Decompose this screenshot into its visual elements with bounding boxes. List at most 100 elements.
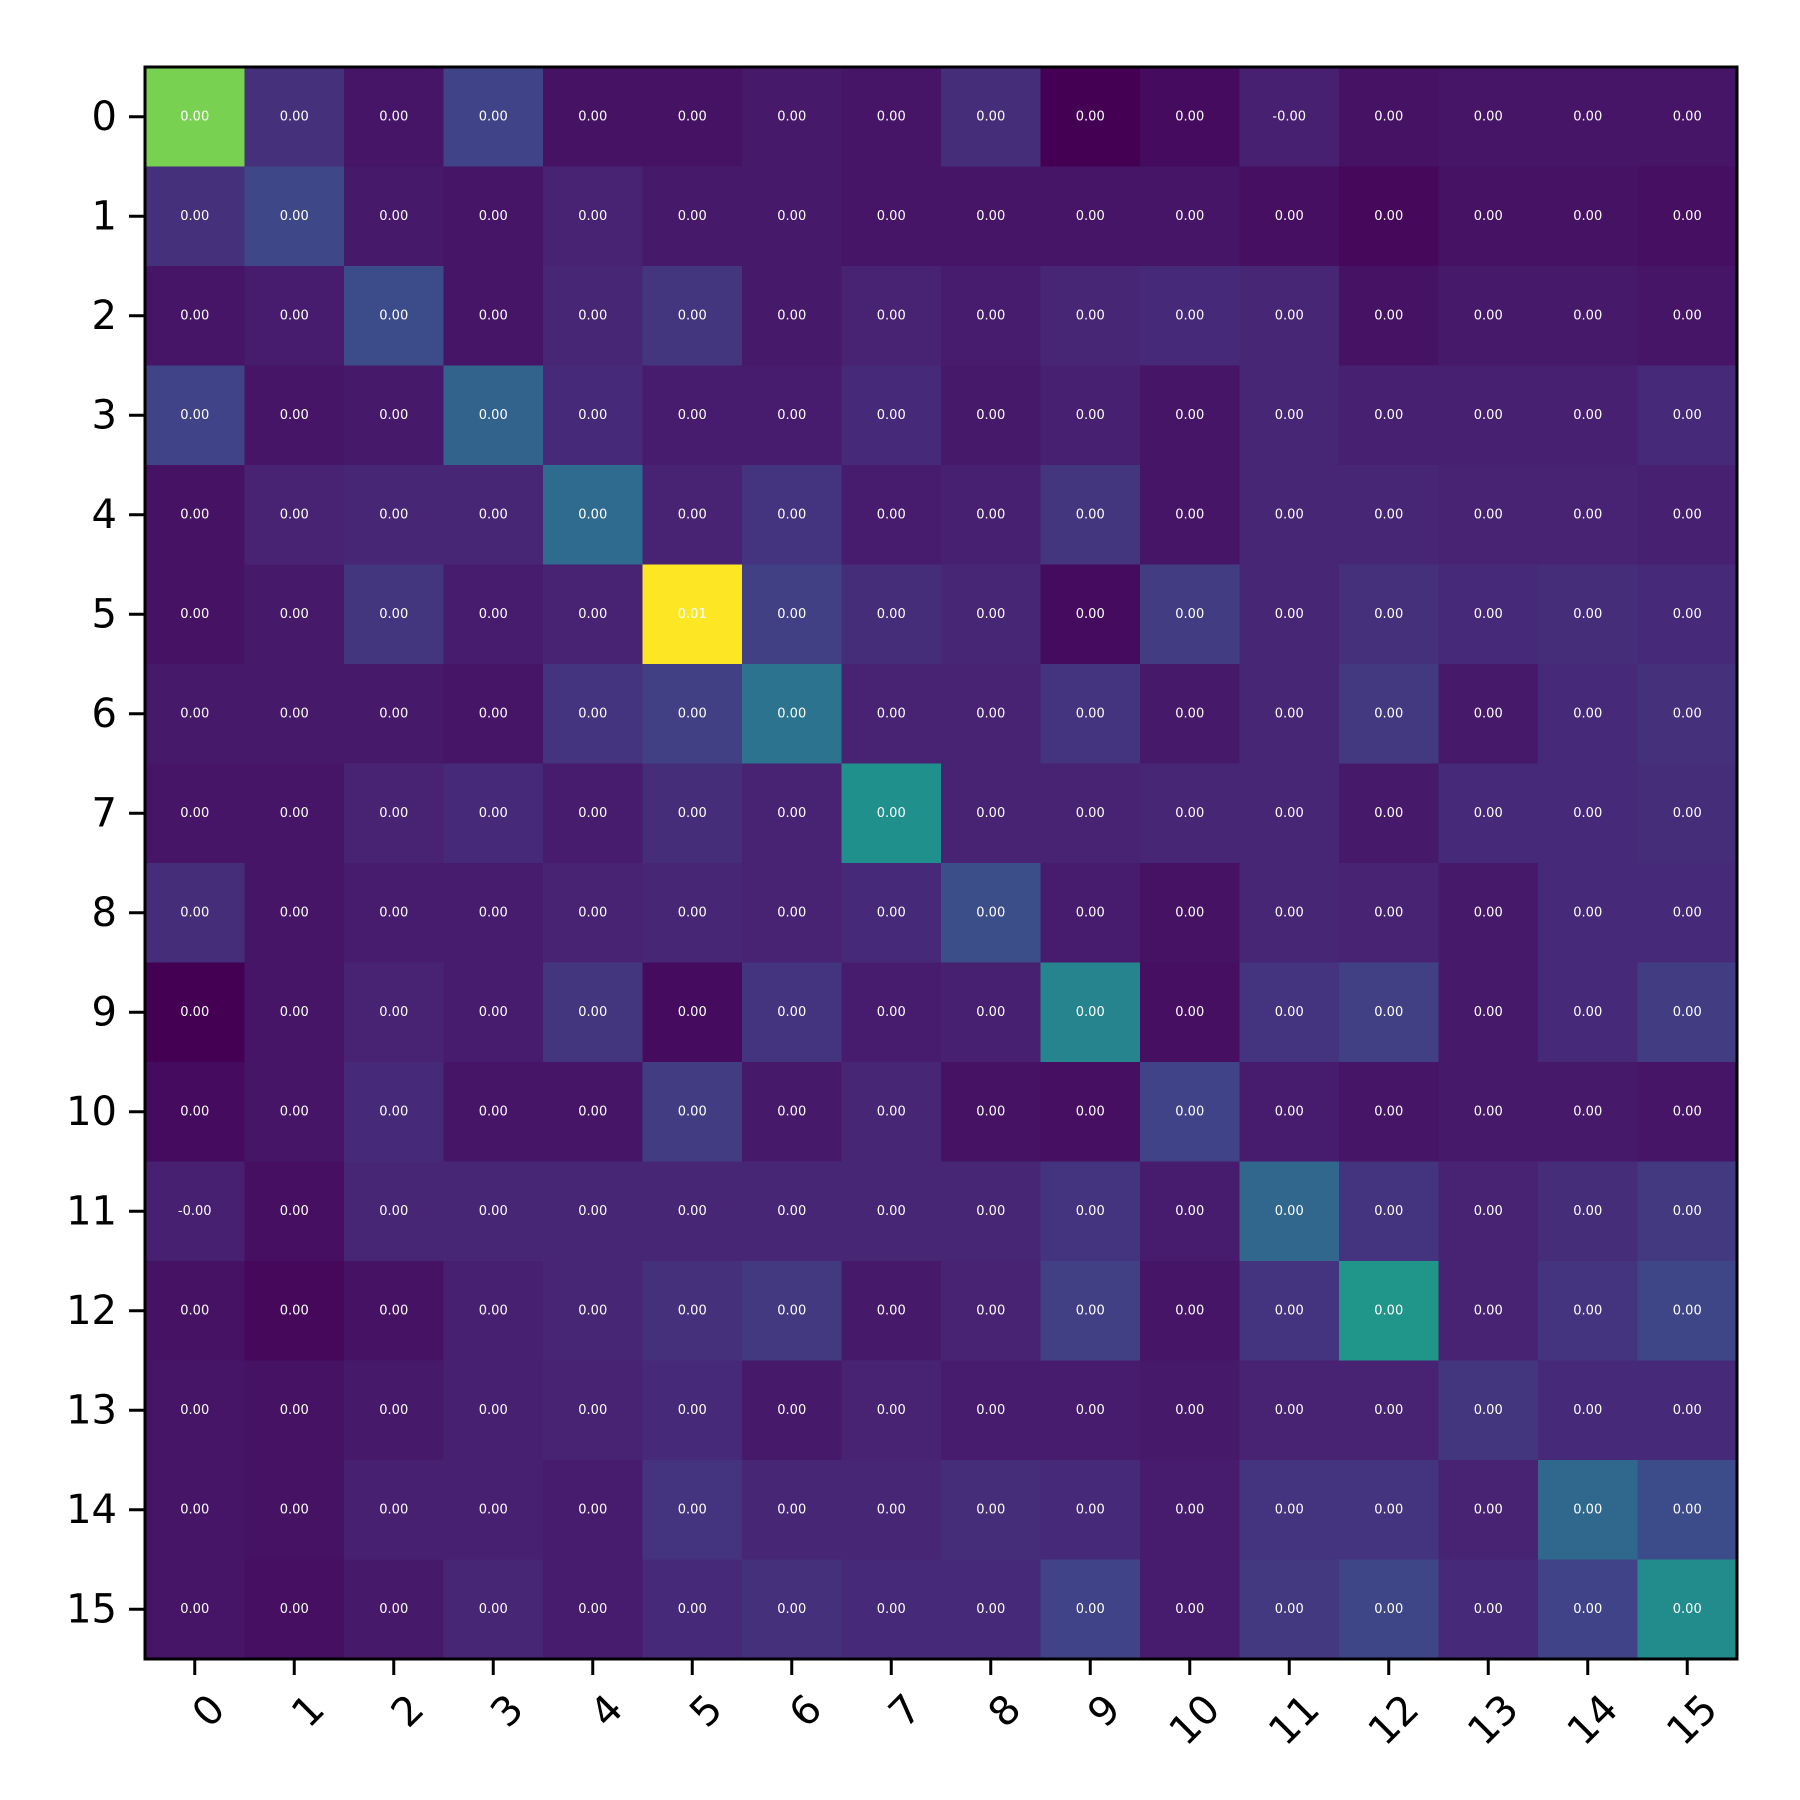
cell-value-label: 0.00 <box>578 109 607 124</box>
heatmap-cell <box>941 166 1041 267</box>
cell-value-label: 0.00 <box>1076 607 1105 622</box>
heatmap-cell <box>841 763 942 864</box>
cell-value-label: 0.00 <box>1374 607 1403 622</box>
cell-value-label: 0.00 <box>379 607 408 622</box>
heatmap-cell <box>344 863 444 963</box>
heatmap-cell <box>1040 266 1141 366</box>
cell-value-label: 0.00 <box>280 1502 309 1517</box>
y-tick-label: 15 <box>66 1586 117 1632</box>
x-tick-label: 5 <box>681 1686 732 1737</box>
cell-value-label: 0.00 <box>777 209 806 224</box>
y-tick-label: 4 <box>92 492 117 538</box>
cell-value-label: 0.00 <box>976 607 1005 622</box>
heatmap-cell <box>1339 1062 1439 1162</box>
heatmap-cell <box>841 1559 942 1660</box>
heatmap-cell <box>742 166 842 267</box>
heatmap-cell <box>1438 664 1539 764</box>
heatmap-cell <box>244 365 345 466</box>
cell-value-label: 0.00 <box>1374 507 1403 522</box>
heatmap-cell <box>742 763 842 864</box>
heatmap-cell <box>244 1261 345 1361</box>
heatmap-cell <box>642 67 743 167</box>
cell-value-label: 0.00 <box>1474 1005 1503 1020</box>
heatmap-cell <box>1538 266 1638 366</box>
cell-value-label: 0.00 <box>1275 408 1304 423</box>
cell-value-label: 0.00 <box>1275 1602 1304 1617</box>
heatmap-cell <box>1339 863 1439 963</box>
heatmap-cell <box>443 1559 544 1660</box>
heatmap-cell <box>642 664 743 764</box>
heatmap-cell <box>841 863 942 963</box>
heatmap-cell <box>841 1360 942 1461</box>
cell-value-label: 0.00 <box>1175 1204 1204 1219</box>
cell-value-label: 0.00 <box>1275 1204 1304 1219</box>
heatmap-cell <box>344 365 444 466</box>
cell-value-label: 0.00 <box>678 308 707 323</box>
cell-value-label: 0.00 <box>479 1204 508 1219</box>
heatmap-cell <box>1438 1261 1539 1361</box>
heatmap-cell <box>642 863 743 963</box>
cell-value-label: 0.00 <box>877 1204 906 1219</box>
heatmap-cell <box>1538 962 1638 1063</box>
heatmap-cell <box>1637 1360 1738 1461</box>
y-tick-label: 9 <box>92 989 117 1035</box>
cell-value-label: 0.00 <box>1175 308 1204 323</box>
heatmap-cell <box>1140 166 1240 267</box>
cell-value-label: 0.00 <box>1374 408 1403 423</box>
cell-value-label: 0.00 <box>1275 1403 1304 1418</box>
cell-value-label: 0.00 <box>1673 507 1702 522</box>
cell-value-label: 0.00 <box>777 607 806 622</box>
cell-value-label: 0.00 <box>1573 905 1602 920</box>
heatmap-cell <box>543 166 643 267</box>
y-tick-label: 7 <box>92 790 117 836</box>
cell-value-label: 0.00 <box>379 1104 408 1119</box>
heatmap-cell <box>941 1460 1041 1560</box>
heatmap-cell <box>1339 365 1439 466</box>
cell-value-label: 0.00 <box>1673 1005 1702 1020</box>
cell-value-label: 0.00 <box>1673 1303 1702 1318</box>
heatmap-cell <box>145 1460 245 1560</box>
cell-value-label: 0.00 <box>976 109 1005 124</box>
heatmap-cell <box>742 962 842 1063</box>
heatmap-cell <box>841 1261 942 1361</box>
heatmap-cell <box>1438 67 1539 167</box>
cell-value-label: 0.00 <box>678 806 707 821</box>
heatmap-cell <box>742 465 842 565</box>
cell-value-label: 0.00 <box>180 1303 209 1318</box>
cell-value-label: 0.00 <box>976 806 1005 821</box>
cell-value-label: 0.00 <box>678 1602 707 1617</box>
heatmap-cell <box>1239 166 1340 267</box>
heatmap-cell <box>1140 1161 1240 1262</box>
cell-value-label: 0.00 <box>1076 308 1105 323</box>
cell-value-label: 0.00 <box>280 706 309 721</box>
heatmap-cell <box>941 962 1041 1063</box>
cell-value-label: 0.00 <box>578 1104 607 1119</box>
heatmap-cell <box>1140 1460 1240 1560</box>
cell-value-label: 0.00 <box>1474 1502 1503 1517</box>
cell-value-label: 0.00 <box>1474 1403 1503 1418</box>
cell-value-label: 0.00 <box>877 1602 906 1617</box>
y-tick-label: 13 <box>66 1387 117 1433</box>
cell-value-label: 0.00 <box>379 1204 408 1219</box>
cell-value-label: 0.00 <box>1474 806 1503 821</box>
cell-value-label: 0.00 <box>1573 1403 1602 1418</box>
cell-value-label: 0.00 <box>877 408 906 423</box>
cell-value-label: 0.00 <box>1175 507 1204 522</box>
heatmap-cell <box>1538 465 1638 565</box>
heatmap-cell <box>1140 664 1240 764</box>
heatmap-cell <box>543 962 643 1063</box>
heatmap-cell <box>1140 763 1240 864</box>
cell-value-label: 0.00 <box>479 905 508 920</box>
cell-value-label: 0.00 <box>479 1403 508 1418</box>
heatmap-cell <box>1140 863 1240 963</box>
cell-value-label: 0.00 <box>1474 209 1503 224</box>
cell-value-label: 0.00 <box>976 905 1005 920</box>
cell-value-label: 0.00 <box>578 1005 607 1020</box>
heatmap-cell <box>543 664 643 764</box>
heatmap-cell <box>1339 67 1439 167</box>
heatmap-cell <box>1239 1559 1340 1660</box>
heatmap-cell <box>443 1161 544 1262</box>
heatmap-cell <box>1438 1161 1539 1262</box>
cell-value-label: 0.00 <box>578 308 607 323</box>
